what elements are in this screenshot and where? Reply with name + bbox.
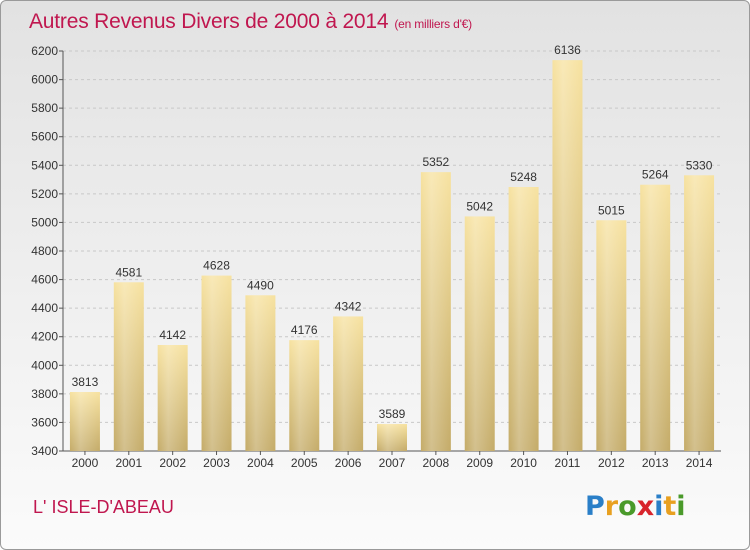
x-tick-label-2012: 2012 bbox=[598, 456, 625, 470]
value-label-2014: 5330 bbox=[686, 158, 713, 172]
y-tick-label: 5600 bbox=[31, 130, 58, 144]
x-tick-label-2004: 2004 bbox=[247, 456, 274, 470]
value-label-2005: 4176 bbox=[291, 323, 318, 337]
data-labels: 3813 4581 4142 4628 4490 4176 4342 3589 5352 5042… bbox=[72, 43, 713, 421]
x-tick-label-2003: 2003 bbox=[203, 456, 230, 470]
bar-shine-2000 bbox=[69, 392, 100, 451]
bar-shine-2007 bbox=[377, 424, 407, 451]
x-tick-label-2006: 2006 bbox=[335, 456, 362, 470]
chart-unit: (en milliers d'€) bbox=[394, 17, 472, 31]
value-label-2013: 5264 bbox=[642, 168, 669, 182]
value-label-2000: 3813 bbox=[72, 375, 99, 389]
x-tick-label-2014: 2014 bbox=[686, 456, 713, 470]
x-tick-label-2000: 2000 bbox=[72, 456, 99, 470]
y-tick-label: 4200 bbox=[31, 330, 58, 344]
x-tick-label-2013: 2013 bbox=[642, 456, 669, 470]
y-tick-label: 3400 bbox=[31, 444, 58, 458]
bar-shine-2001 bbox=[113, 282, 144, 451]
chart-title: Autres Revenus Divers de 2000 à 2014 (en … bbox=[29, 10, 472, 34]
value-label-2011: 6136 bbox=[554, 43, 581, 57]
y-tick-label: 3800 bbox=[31, 387, 58, 401]
y-tick-label: 4400 bbox=[31, 301, 58, 315]
y-tick-label: 6200 bbox=[31, 44, 58, 58]
bar-shine-2005 bbox=[289, 340, 320, 451]
x-tick-label-2008: 2008 bbox=[423, 456, 450, 470]
y-tick-label: 5000 bbox=[31, 215, 58, 229]
y-tick-label: 6000 bbox=[31, 73, 58, 87]
y-tick-label: 5200 bbox=[31, 187, 58, 201]
value-label-2001: 4581 bbox=[115, 265, 142, 279]
place-name: L' ISLE-D'ABEAU bbox=[33, 497, 174, 517]
value-label-2006: 4342 bbox=[335, 299, 362, 313]
bars bbox=[69, 60, 715, 452]
x-tick-label-2009: 2009 bbox=[466, 456, 493, 470]
x-tick-label-2011: 2011 bbox=[555, 456, 581, 470]
bar-shine-2004 bbox=[245, 295, 276, 451]
y-tick-label: 4600 bbox=[31, 273, 58, 287]
x-tick-label-2010: 2010 bbox=[510, 456, 537, 470]
proxiti-logo: Proxiti bbox=[585, 491, 686, 522]
bar-shine-2003 bbox=[201, 275, 232, 451]
y-tick-label: 3600 bbox=[31, 415, 58, 429]
value-label-2009: 5042 bbox=[466, 199, 493, 213]
x-tick-label-2001: 2001 bbox=[115, 456, 142, 470]
bar-shine-2009 bbox=[464, 216, 495, 451]
x-tick-label-2002: 2002 bbox=[159, 456, 186, 470]
y-tick-label: 5400 bbox=[31, 158, 58, 172]
bar-shine-2012 bbox=[596, 220, 627, 451]
value-label-2007: 3589 bbox=[379, 407, 406, 421]
value-label-2010: 5248 bbox=[510, 170, 537, 184]
value-label-2003: 4628 bbox=[203, 259, 230, 273]
chart-title-text: Autres Revenus Divers de 2000 à 2014 bbox=[29, 10, 389, 33]
bar-shine-2006 bbox=[333, 316, 364, 451]
bar-shine-2008 bbox=[420, 172, 451, 451]
value-label-2012: 5015 bbox=[598, 203, 625, 217]
x-tick-label-2005: 2005 bbox=[291, 456, 318, 470]
y-tick-label: 4800 bbox=[31, 244, 58, 258]
bar-shine-2014 bbox=[684, 175, 715, 452]
value-label-2004: 4490 bbox=[247, 278, 274, 292]
bar-shine-2013 bbox=[640, 184, 671, 451]
y-tick-label: 5800 bbox=[31, 101, 58, 115]
value-label-2002: 4142 bbox=[159, 328, 186, 342]
y-tick-label: 4000 bbox=[31, 358, 58, 372]
x-tick-label-2007: 2007 bbox=[379, 456, 406, 470]
value-label-2008: 5352 bbox=[423, 155, 450, 169]
axes: 3400 3600 3800 4000 4200 4400 4600 4800 5000 5200… bbox=[31, 44, 721, 470]
bar-shine-2010 bbox=[508, 187, 539, 451]
bar-shine-2002 bbox=[157, 345, 188, 451]
svg-text:Proxiti: Proxiti bbox=[585, 491, 686, 522]
bar-shine-2011 bbox=[552, 60, 583, 452]
